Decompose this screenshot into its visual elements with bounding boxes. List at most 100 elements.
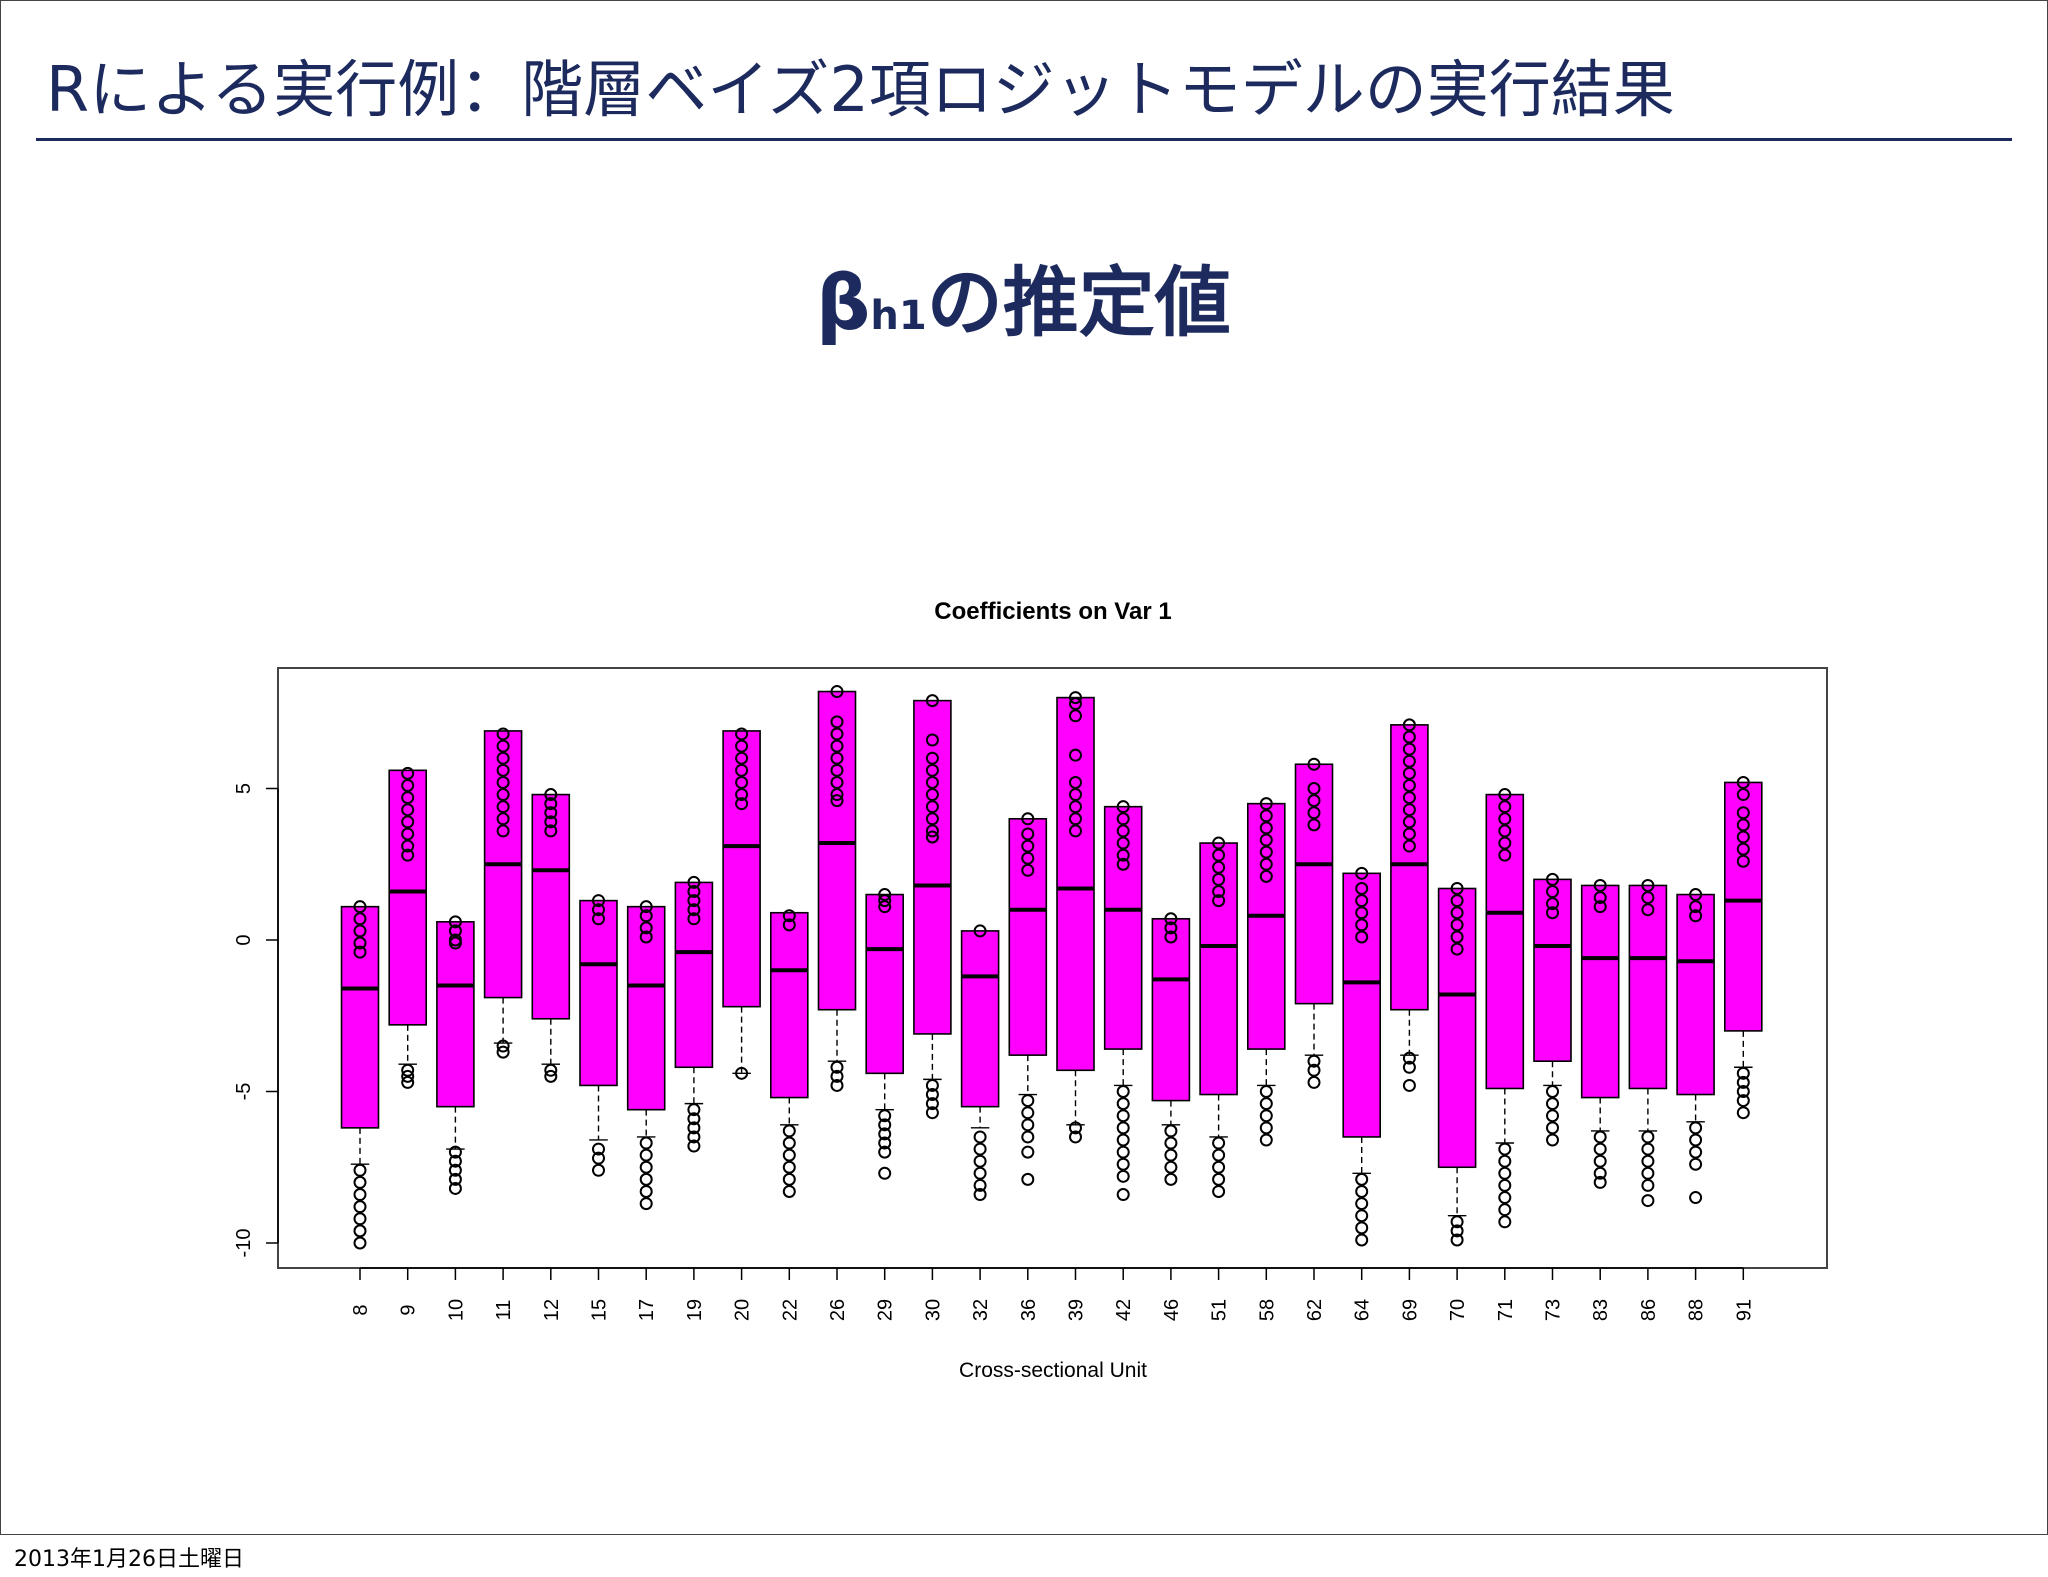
outlier-point bbox=[830, 739, 844, 753]
x-tick-label: 36 bbox=[1018, 1299, 1040, 1321]
outlier-point bbox=[1116, 1097, 1130, 1111]
outlier-point bbox=[496, 1045, 510, 1059]
outlier-point bbox=[878, 894, 892, 908]
y-tick-label: 5 bbox=[233, 783, 255, 794]
outlier-point bbox=[1546, 897, 1559, 911]
outlier-point bbox=[1450, 881, 1464, 895]
outlier-point bbox=[735, 739, 749, 753]
box-iqr bbox=[388, 769, 428, 1026]
outlier-point bbox=[544, 806, 558, 820]
box-iqr bbox=[817, 690, 857, 1011]
outlier-point bbox=[1307, 806, 1321, 820]
outlier-point bbox=[925, 1106, 939, 1120]
outlier-point bbox=[1355, 1209, 1369, 1223]
outlier-point bbox=[1546, 872, 1559, 886]
x-tick-label: 29 bbox=[875, 1299, 897, 1321]
outlier-point bbox=[448, 1172, 462, 1186]
outlier-point bbox=[1164, 1124, 1178, 1138]
outlier-point bbox=[544, 797, 558, 811]
box-iqr bbox=[1485, 793, 1525, 1090]
x-tick-label: 62 bbox=[1304, 1299, 1326, 1321]
outlier-point bbox=[1021, 1145, 1035, 1159]
box-iqr bbox=[722, 730, 761, 1008]
outlier-point bbox=[1689, 900, 1703, 914]
x-tick-label: 15 bbox=[589, 1299, 611, 1321]
outlier-point bbox=[1259, 845, 1273, 859]
outlier-point bbox=[1450, 1215, 1464, 1229]
x-tick-label: 58 bbox=[1256, 1299, 1278, 1321]
outlier-point bbox=[1116, 1169, 1130, 1183]
outlier-point bbox=[1546, 1097, 1559, 1111]
x-tick-label: 22 bbox=[779, 1299, 801, 1321]
outlier-point bbox=[782, 1148, 796, 1162]
outlier-point bbox=[1069, 788, 1082, 802]
outlier-point bbox=[496, 824, 510, 838]
outlier-point bbox=[401, 803, 415, 817]
outlier-point bbox=[1355, 918, 1369, 932]
outlier-point bbox=[687, 1112, 701, 1126]
outlier-point bbox=[496, 800, 510, 814]
outlier-point bbox=[735, 727, 749, 741]
outlier-point bbox=[1402, 778, 1416, 792]
outlier-point bbox=[353, 1200, 367, 1214]
x-tick-label: 91 bbox=[1733, 1299, 1755, 1321]
x-tick-label: 88 bbox=[1686, 1299, 1708, 1321]
outlier-point bbox=[401, 778, 415, 792]
outlier-point bbox=[1021, 1094, 1035, 1108]
outlier-point bbox=[1021, 1106, 1035, 1120]
outlier-point bbox=[1641, 1166, 1655, 1180]
outlier-point bbox=[878, 1118, 892, 1132]
outlier-point bbox=[1259, 833, 1273, 847]
outlier-point bbox=[1402, 1078, 1416, 1092]
outlier-point bbox=[1355, 906, 1369, 920]
outlier-point bbox=[592, 903, 605, 917]
outlier-point bbox=[1307, 1054, 1321, 1068]
outlier-point bbox=[1736, 1075, 1750, 1089]
outlier-point bbox=[687, 894, 701, 908]
outlier-point bbox=[925, 812, 939, 826]
outlier-point bbox=[925, 763, 939, 777]
outlier-point bbox=[925, 1078, 939, 1092]
outlier-point bbox=[1593, 900, 1607, 914]
outlier-point bbox=[1689, 1145, 1703, 1159]
outlier-point bbox=[1736, 775, 1750, 789]
outlier-point bbox=[1355, 1197, 1369, 1211]
outlier-point bbox=[925, 1097, 939, 1111]
outlier-point bbox=[1116, 1121, 1130, 1135]
outlier-point bbox=[1689, 1191, 1703, 1205]
outlier-point bbox=[544, 815, 558, 829]
box-iqr bbox=[579, 899, 618, 1087]
outlier-point bbox=[1689, 1133, 1703, 1147]
outlier-point bbox=[973, 924, 987, 938]
outlier-point bbox=[496, 812, 510, 826]
outlier-point bbox=[401, 815, 415, 829]
outlier-point bbox=[1450, 1224, 1464, 1238]
box-iqr bbox=[1580, 884, 1620, 1099]
outlier-point bbox=[1021, 827, 1035, 841]
outlier-point bbox=[1546, 1109, 1559, 1123]
outlier-point bbox=[1307, 757, 1321, 771]
outlier-point bbox=[1593, 1142, 1607, 1156]
outlier-point bbox=[1069, 1130, 1082, 1144]
outlier-point bbox=[1498, 836, 1512, 850]
outlier-point bbox=[592, 1142, 605, 1156]
outlier-point bbox=[639, 921, 653, 935]
x-tick-label: 70 bbox=[1447, 1299, 1469, 1321]
outlier-point bbox=[1689, 1121, 1703, 1135]
outlier-point bbox=[448, 915, 462, 929]
slide-title: Rによる実行例：階層ベイズ2項ロジットモデルの実行結果 bbox=[46, 53, 1675, 126]
box-iqr bbox=[1390, 724, 1429, 1011]
box-iqr bbox=[626, 905, 666, 1111]
box-iqr bbox=[1676, 893, 1715, 1096]
outlier-point bbox=[830, 1078, 844, 1092]
outlier-point bbox=[1593, 1154, 1607, 1168]
outlier-point bbox=[925, 800, 939, 814]
outlier-point bbox=[496, 1039, 510, 1053]
box-iqr bbox=[1533, 878, 1572, 1063]
outlier-point bbox=[639, 930, 653, 944]
outlier-point bbox=[1164, 1160, 1178, 1174]
outlier-point bbox=[1355, 1221, 1369, 1235]
x-tick-label: 69 bbox=[1399, 1299, 1421, 1321]
outlier-point bbox=[1593, 1130, 1607, 1144]
